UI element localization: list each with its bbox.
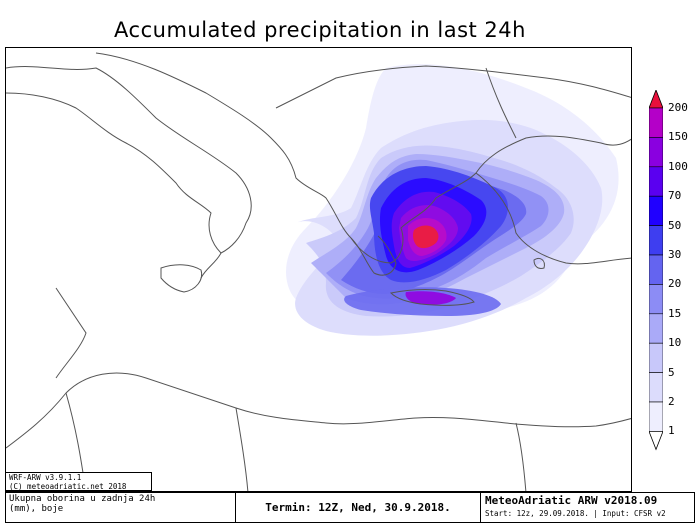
description-line-1: Ukupna oborina u zadnja 24h xyxy=(9,494,156,504)
info-line-1: WRF-ARW v3.9.1.1 xyxy=(9,473,82,482)
colorbar-label: 1 xyxy=(668,424,675,438)
model-info-box: WRF-ARW v3.9.1.1 (C) meteoadriatic.net 2… xyxy=(5,472,152,491)
precipitation-map xyxy=(5,47,632,492)
colorbar-segment xyxy=(649,195,663,226)
info-line-2: (C) meteoadriatic.net 2018 xyxy=(9,482,127,491)
run-start: Start: 12z, 29.09.2018. | Input: CFSR v2 xyxy=(485,509,666,518)
colorbar-label: 10 xyxy=(668,336,682,350)
colorbar-segment xyxy=(649,107,663,138)
footer-description: Ukupna oborina u zadnja 24h (mm), boje xyxy=(6,493,236,522)
colorbar-label: 2 xyxy=(668,395,675,408)
colorbar-segment xyxy=(649,313,663,344)
colorbar-top-arrow xyxy=(649,90,663,109)
colorbar-segment xyxy=(649,137,663,168)
model-version-block: MeteoAdriatic ARW v2018.09 Start: 12z, 2… xyxy=(481,493,694,522)
colorbar-label: 100 xyxy=(668,159,688,173)
colorbar-label: 150 xyxy=(668,130,688,144)
colorbar-segment xyxy=(649,225,663,256)
coastlines xyxy=(6,52,631,491)
colorbar-segment xyxy=(649,284,663,315)
colorbar-label: 20 xyxy=(668,277,682,291)
colorbar-segment xyxy=(649,254,663,285)
forecast-term: Termin: 12Z, Ned, 30.9.2018. xyxy=(236,493,481,522)
colorbar-bottom-arrow xyxy=(649,430,663,451)
colorbar-label: 70 xyxy=(668,189,682,203)
colorbar-label: 50 xyxy=(668,218,682,232)
map-title: Accumulated precipitation in last 24h xyxy=(114,18,526,42)
colorbar-label: 5 xyxy=(668,365,675,379)
colorbar-segment xyxy=(649,401,663,432)
description-line-2: (mm), boje xyxy=(9,504,64,514)
colorbar-label: 15 xyxy=(668,306,682,320)
model-name: MeteoAdriatic ARW v2018.09 xyxy=(485,494,658,507)
colorbar-segment xyxy=(649,342,663,373)
colorbar-label: 30 xyxy=(668,248,682,261)
colorbar xyxy=(649,90,663,451)
precipitation-field xyxy=(286,64,619,336)
colorbar-segment xyxy=(649,372,663,403)
colorbar-label: 200 xyxy=(668,101,688,114)
colorbar-segment xyxy=(649,166,663,197)
footer: Ukupna oborina u zadnja 24h (mm), boje T… xyxy=(5,492,695,523)
